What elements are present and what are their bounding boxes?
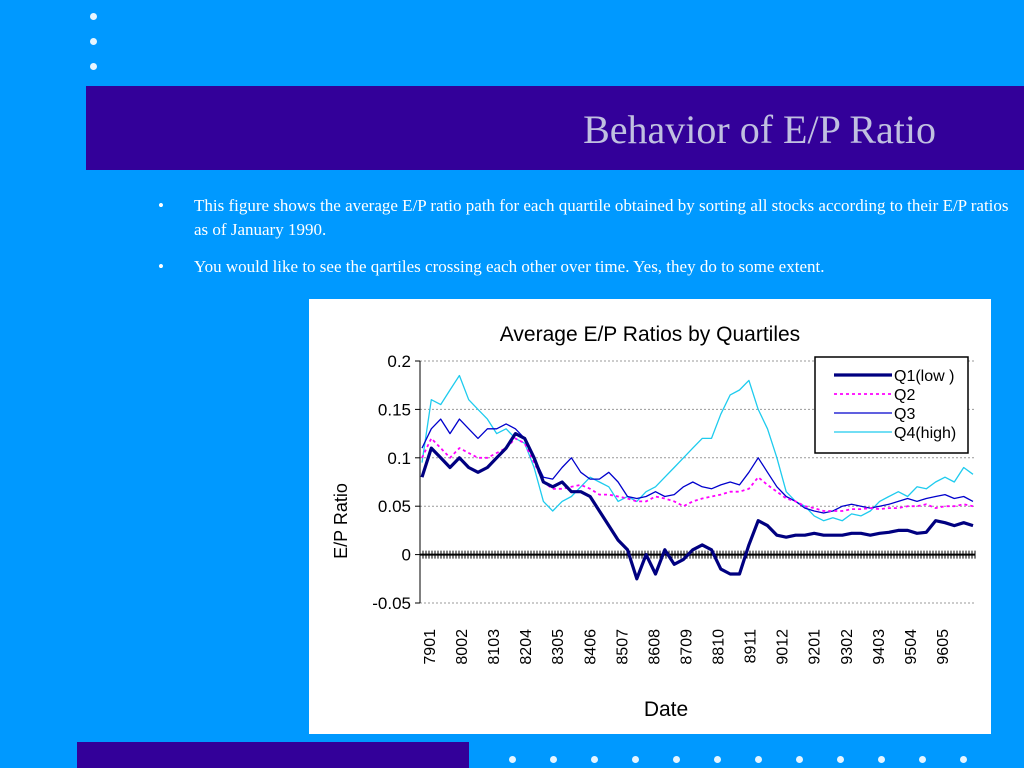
y-tick-label: 0 <box>402 546 411 565</box>
chart-title: Average E/P Ratios by Quartiles <box>500 323 800 346</box>
decor-dot <box>755 756 762 763</box>
x-tick-label: 8810 <box>711 629 728 665</box>
bullet-text: This figure shows the average E/P ratio … <box>194 196 1009 239</box>
x-tick-label: 8204 <box>518 629 535 665</box>
series-lines <box>420 374 974 581</box>
decor-dot <box>878 756 885 763</box>
bullet-mark: • <box>158 196 164 215</box>
legend-label: Q2 <box>894 387 915 404</box>
bottom-band <box>77 742 469 768</box>
y-tick-label: -0.05 <box>372 594 411 613</box>
title-band: Behavior of E/P Ratio <box>86 86 1024 170</box>
decor-dot <box>632 756 639 763</box>
x-tick-label: 9403 <box>871 629 888 665</box>
x-tick-label: 8002 <box>454 629 471 665</box>
decor-dot <box>550 756 557 763</box>
decor-dot <box>90 38 97 45</box>
decor-dot <box>960 756 967 763</box>
slide-title: Behavior of E/P Ratio <box>583 107 936 152</box>
legend-label: Q3 <box>894 406 915 423</box>
decor-dot <box>837 756 844 763</box>
x-axis-label: Date <box>644 698 688 721</box>
y-axis-label: E/P Ratio <box>331 483 351 559</box>
x-tick-label: 8507 <box>614 629 631 665</box>
x-tick-label: 8911 <box>743 629 760 664</box>
decor-dot <box>591 756 598 763</box>
bullet-text: You would like to see the qartiles cross… <box>194 257 825 276</box>
x-tick-label: 8103 <box>486 629 503 665</box>
decor-dot <box>919 756 926 763</box>
y-tick-label: 0.1 <box>387 449 411 468</box>
x-tick-label: 7901 <box>422 629 439 665</box>
y-tick-label: 0.05 <box>378 497 411 516</box>
decor-dot <box>509 756 516 763</box>
x-tick-label: 8608 <box>646 629 663 665</box>
legend-box <box>814 356 969 454</box>
x-tick-label: 9605 <box>935 629 952 665</box>
x-tick-label: 9012 <box>775 629 792 665</box>
decor-dot <box>673 756 680 763</box>
series-line-2 <box>421 437 974 512</box>
series-line-3 <box>421 418 974 514</box>
y-tick-label: 0.2 <box>387 352 411 371</box>
x-tick-label: 9302 <box>839 629 856 665</box>
x-tick-label: 8305 <box>550 629 567 665</box>
legend-label: Q4(high) <box>894 425 956 442</box>
x-tick-label: 9504 <box>903 629 920 665</box>
x-tick-label: 8709 <box>678 629 695 665</box>
decor-dot <box>796 756 803 763</box>
bullet-mark: • <box>158 257 164 276</box>
x-tick-label: 8406 <box>582 629 599 665</box>
legend-label: Q1(low ) <box>894 368 954 385</box>
legend: Q1(low ) Q2 Q3 Q4(high) <box>814 356 969 454</box>
line-chart: Average E/P Ratios by Quartiles E/P Rati… <box>331 323 976 721</box>
decor-dot <box>90 13 97 20</box>
series-line-1 <box>420 432 974 581</box>
x-tick-label: 9201 <box>807 629 824 665</box>
chart-container: Average E/P Ratios by Quartiles E/P Rati… <box>309 299 991 734</box>
decor-dot <box>90 63 97 70</box>
decor-dot <box>714 756 721 763</box>
y-tick-label: 0.15 <box>378 400 411 419</box>
axes: -0.05 0 0.05 0.1 0.15 0.2 7901 8002 8103 8204 8305… <box>372 352 976 665</box>
